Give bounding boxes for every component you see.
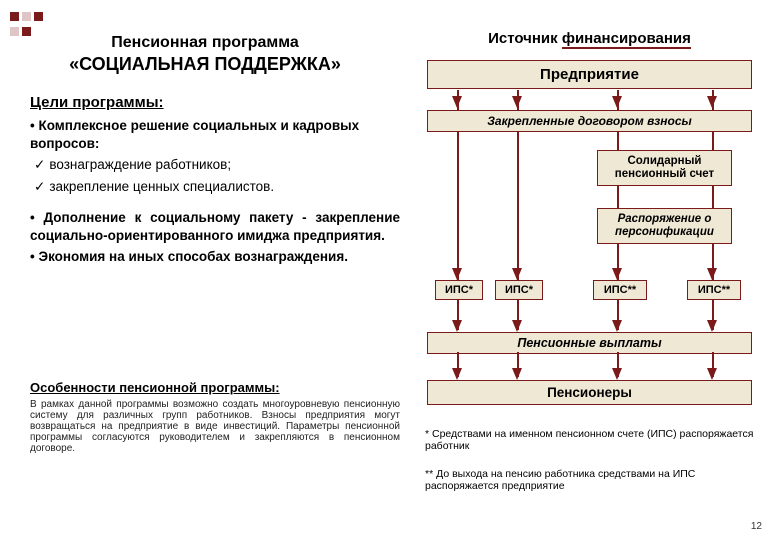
box-pensioners: Пенсионеры	[427, 380, 752, 405]
arrow-down-icon	[707, 96, 717, 108]
goal-2: • Дополнение к социальному пакету - закр…	[30, 209, 400, 244]
arrow-down-icon	[707, 320, 717, 332]
arrow-down-icon	[707, 268, 717, 280]
box-ips-1: ИПС*	[435, 280, 483, 300]
features-text: В рамках данной программы возможно созда…	[30, 399, 400, 454]
goal-1-item-1: вознаграждение работников;	[34, 156, 400, 174]
arrow-down-icon	[452, 268, 462, 280]
arrow-down-icon	[452, 368, 462, 380]
box-ips-3: ИПС**	[593, 280, 647, 300]
main-title: Пенсионная программа «СОЦИАЛЬНАЯ ПОДДЕРЖ…	[40, 30, 370, 76]
arrow-down-icon	[452, 320, 462, 332]
box-solidary: Солидарный пенсионный счет	[597, 150, 732, 186]
features-heading: Особенности пенсионной программы:	[30, 380, 400, 395]
left-column: Цели программы: • Комплексное решение со…	[30, 88, 400, 270]
arrow-down-icon	[612, 268, 622, 280]
box-ips-2: ИПС*	[495, 280, 543, 300]
features-block: Особенности пенсионной программы: В рамк…	[30, 370, 400, 454]
arrow-down-icon	[512, 268, 522, 280]
arrow-down-icon	[612, 368, 622, 380]
page-number: 12	[751, 521, 762, 532]
arrow-down-icon	[707, 368, 717, 380]
goal-1-item-2: закрепление ценных специалистов.	[34, 178, 400, 196]
goal-1-intro: • Комплексное решение социальных и кадро…	[30, 117, 400, 152]
box-contributions: Закрепленные договором взносы	[427, 110, 752, 132]
footnote-2: ** До выхода на пенсию работника средств…	[425, 468, 760, 492]
box-enterprise: Предприятие	[427, 60, 752, 89]
arrow-down-icon	[612, 96, 622, 108]
goal-3: • Экономия на иных способах вознагражден…	[30, 248, 400, 266]
arrow-down-icon	[452, 96, 462, 108]
footnote-1: * Средствами на именном пенсионном счете…	[425, 428, 760, 452]
source-title: Источник финансирования	[417, 30, 762, 47]
arrow-down-icon	[512, 368, 522, 380]
right-diagram: Источник финансирования Предприятие Закр…	[417, 30, 762, 53]
goals-heading: Цели программы:	[30, 94, 400, 111]
arrow-down-icon	[512, 96, 522, 108]
box-payments: Пенсионные выплаты	[427, 332, 752, 354]
arrow-down-icon	[512, 320, 522, 332]
box-ips-4: ИПС**	[687, 280, 741, 300]
title-line2: «СОЦИАЛЬНАЯ ПОДДЕРЖКА»	[69, 54, 341, 74]
arrow-down-icon	[612, 320, 622, 332]
box-personification: Распоряжение о персонификации	[597, 208, 732, 244]
title-line1: Пенсионная программа	[111, 34, 298, 51]
